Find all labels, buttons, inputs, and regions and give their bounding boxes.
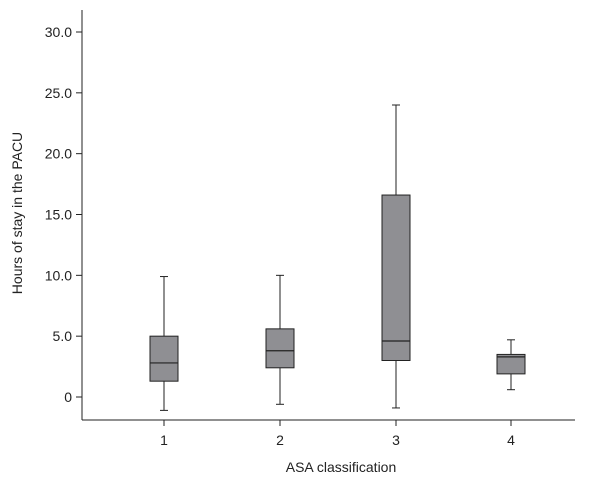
x-axis-title: ASA classification: [286, 459, 397, 475]
iqr-box: [265, 328, 295, 369]
y-tick-label: 25.0: [45, 85, 72, 101]
iqr-box: [496, 353, 526, 375]
y-tick-label: 20.0: [45, 146, 72, 162]
y-tick-label: 10.0: [45, 267, 72, 283]
x-tick-label: 3: [392, 432, 400, 448]
y-axis-title: Hours of stay in the PACU: [9, 132, 25, 294]
y-axis: 0 5.0 10.0 15.0 20.0 25.0 30.0: [45, 10, 83, 420]
y-tick-label: 5.0: [53, 328, 73, 344]
x-axis: 1 2 3 4: [82, 419, 575, 448]
x-tick-label: 4: [507, 432, 515, 448]
iqr-box: [149, 335, 179, 382]
x-tick-label: 2: [276, 432, 284, 448]
box-plots: [149, 104, 526, 411]
box-plot-2: [265, 274, 295, 405]
y-tick-label: 0: [64, 389, 72, 405]
box-plot-4: [496, 339, 526, 391]
iqr-box: [381, 194, 411, 361]
box-plot-3: [381, 104, 411, 409]
y-tick-label: 30.0: [45, 24, 72, 40]
y-tick-label: 15.0: [45, 207, 72, 223]
box-plot-1: [149, 276, 179, 411]
x-tick-label: 1: [160, 432, 168, 448]
